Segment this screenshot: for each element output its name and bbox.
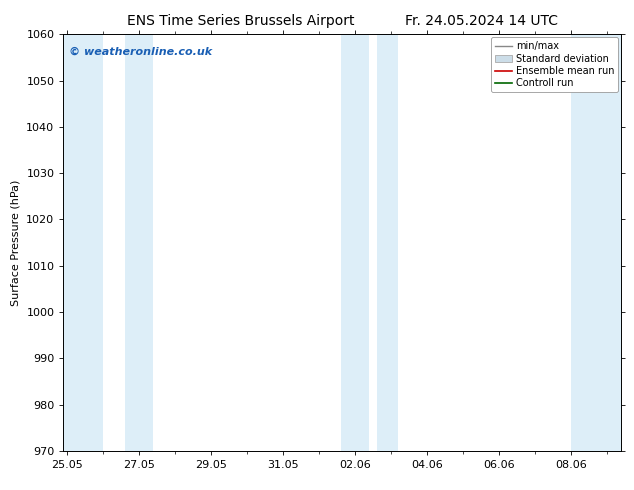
Bar — [125, 34, 153, 451]
Bar — [571, 34, 621, 451]
Bar — [63, 34, 103, 451]
Bar — [377, 34, 398, 451]
Legend: min/max, Standard deviation, Ensemble mean run, Controll run: min/max, Standard deviation, Ensemble me… — [491, 37, 618, 92]
Bar — [340, 34, 370, 451]
Text: ENS Time Series Brussels Airport: ENS Time Series Brussels Airport — [127, 14, 354, 28]
Y-axis label: Surface Pressure (hPa): Surface Pressure (hPa) — [11, 179, 21, 306]
Text: Fr. 24.05.2024 14 UTC: Fr. 24.05.2024 14 UTC — [405, 14, 559, 28]
Text: © weatheronline.co.uk: © weatheronline.co.uk — [69, 47, 212, 57]
